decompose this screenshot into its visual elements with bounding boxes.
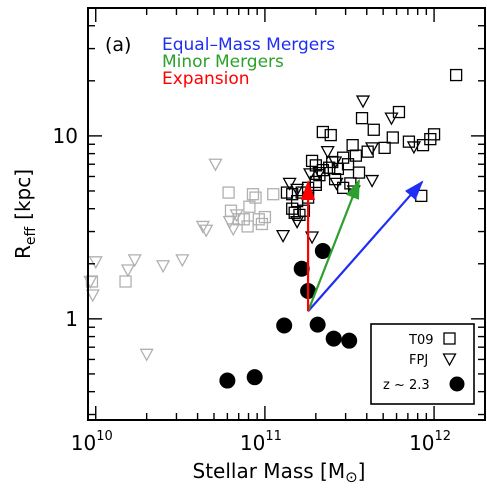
x-axis-label: Stellar Mass [M⊙] [193,459,366,486]
point-t09 [449,68,463,82]
point-t09 [427,128,441,141]
point-t09 [392,105,406,119]
point-fpj [320,146,335,160]
point-t09 [313,169,326,182]
point-z-2-3 [309,316,326,333]
x-tick-labels: 1010 1011 1012 [71,429,451,455]
legend-label-fpj: FPJ [409,353,428,368]
point-t09 [415,189,428,203]
point-fpj-gray [222,215,237,229]
point-z-2-3 [325,330,342,347]
legend-triangle-marker [442,353,457,367]
gray-points-layer [83,158,280,362]
annotation-minor-mergers: Minor Mergers [162,52,284,72]
point-z-2-3 [219,372,236,389]
point-t09-gray [249,191,262,204]
point-t09 [341,158,355,171]
point-t09-gray [258,210,272,224]
y-tick-label: 10 [53,124,78,148]
point-fpj [312,166,327,180]
point-fpj-gray [85,289,100,303]
legend-label-t09: T09 [408,333,433,348]
point-z-2-3 [246,369,263,386]
point-t09 [288,206,301,219]
legend: T09 FPJ z ~ 2.3 [370,323,475,405]
point-fpj [355,95,371,109]
point-t09 [424,132,437,146]
point-fpj-gray [88,256,103,270]
point-t09 [286,202,299,215]
point-fpj [384,112,399,126]
point-t09 [293,208,306,222]
point-t09 [324,128,337,142]
point-t09 [355,112,369,125]
point-t09-gray [222,186,235,199]
point-t09 [328,173,342,186]
point-fpj-gray [175,254,190,268]
minor-arrow [307,178,361,312]
point-fpj [329,177,344,191]
point-t09 [352,166,366,179]
point-t09-gray [246,188,260,201]
point-z-2-3 [293,260,310,277]
point-t09-gray [237,213,250,226]
point-fpj [290,183,305,197]
point-fpj [290,215,305,229]
x-tick-label: 1012 [409,429,451,455]
point-t09 [316,125,329,139]
point-t09 [386,131,399,144]
point-fpj [328,156,343,170]
panel-label: (a) [105,34,131,56]
point-t09-gray [119,275,132,288]
point-t09 [367,123,380,136]
y-axis-label: Reff[kpc] [11,169,39,259]
point-t09 [346,138,359,152]
point-t09 [305,154,319,168]
point-fpj-gray [226,223,241,237]
x-tick-label: 1011 [240,429,282,455]
point-fpj-gray [195,220,210,234]
annotation-equal-mass: Equal–Mass Mergers [162,35,335,55]
point-fpj [275,229,291,243]
point-fpj-gray [208,158,223,172]
y-tick-label: 1 [65,307,78,331]
plot-frame [87,7,486,421]
point-fpj-gray [229,209,244,223]
point-t09 [378,141,391,155]
point-fpj-gray [155,260,171,274]
point-z-2-3 [341,332,358,349]
legend-label-z23: z ~ 2.3 [383,378,430,393]
equal-mass-arrow [307,180,424,313]
arrows-layer [301,178,424,313]
x-tick-label: 1010 [71,429,113,455]
point-fpj-gray [127,254,142,268]
point-t09 [344,177,357,190]
point-fpj [364,142,380,156]
point-fpj [282,177,297,191]
point-fpj [364,174,380,188]
legend-circle-marker [449,376,465,392]
point-fpj-gray [139,348,154,362]
point-t09 [280,186,294,199]
point-t09-gray [241,220,254,233]
point-t09 [349,149,363,162]
point-fpj-gray [120,264,136,278]
point-fpj [303,168,318,182]
annotation-expansion: Expansion [162,69,250,89]
point-t09-gray [267,188,280,201]
point-z-2-3 [276,317,293,334]
ticks-layer [87,7,486,420]
legend-square-marker [443,332,456,345]
y-tick-labels: 1 10 [53,124,78,331]
point-t09-gray [255,217,269,231]
point-z-2-3 [314,242,331,259]
point-fpj [406,141,422,155]
point-fpj-gray [199,224,214,238]
